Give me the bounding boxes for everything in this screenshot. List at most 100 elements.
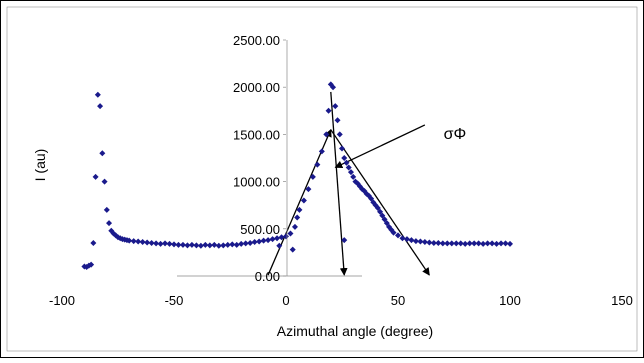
- data-point: [502, 240, 509, 247]
- data-point: [171, 241, 177, 248]
- data-point: [101, 178, 108, 185]
- data-point: [90, 239, 97, 246]
- data-point: [345, 164, 352, 171]
- data-point: [421, 239, 428, 246]
- data-point: [323, 131, 330, 138]
- data-point: [426, 239, 433, 246]
- data-point: [350, 173, 357, 180]
- x-axis-label: Azimuthal angle (degree): [277, 323, 433, 339]
- plot-points: [81, 81, 513, 271]
- data-point: [435, 239, 442, 246]
- data-point: [265, 237, 272, 244]
- data-point: [341, 155, 348, 161]
- data-point: [379, 212, 386, 219]
- data-point: [291, 223, 298, 230]
- axes: [177, 40, 362, 277]
- data-point: [157, 240, 164, 247]
- data-point: [193, 242, 200, 249]
- data-point: [224, 241, 231, 248]
- y-tick-label: 1000.00: [233, 175, 280, 190]
- data-point: [238, 240, 245, 247]
- data-point: [103, 206, 110, 213]
- x-tick-label: -50: [165, 293, 184, 308]
- x-tick-label: 100: [499, 293, 521, 308]
- data-point: [453, 240, 460, 247]
- data-point: [220, 242, 227, 249]
- chart-border-inner: [6, 6, 638, 352]
- data-point: [269, 236, 276, 243]
- data-point: [247, 239, 254, 246]
- data-point: [126, 237, 133, 244]
- data-point: [462, 240, 469, 247]
- data-point: [197, 242, 204, 249]
- annotation-arrow-line: [330, 129, 430, 276]
- y-tick-label: 2000.00: [233, 80, 280, 95]
- data-point: [211, 241, 218, 248]
- data-point: [256, 238, 263, 245]
- data-point: [287, 230, 294, 237]
- x-tick-label: 0: [282, 293, 289, 308]
- data-point: [289, 246, 296, 253]
- data-point: [381, 216, 388, 223]
- data-point: [242, 240, 249, 247]
- plot-lines: [267, 91, 430, 276]
- y-tick-label: 1500.00: [233, 127, 280, 142]
- x-tick-label: 50: [391, 293, 405, 308]
- data-point: [471, 240, 478, 247]
- data-point: [330, 84, 337, 91]
- data-point: [417, 238, 424, 245]
- x-tick-labels: -100 -50 0 50 100 150: [49, 293, 633, 308]
- data-point: [334, 117, 341, 124]
- data-point: [148, 239, 155, 246]
- data-point: [215, 242, 222, 249]
- data-point: [403, 236, 410, 243]
- annotation-arrow-line: [334, 124, 426, 169]
- data-point: [229, 241, 236, 248]
- annotation-arrow-line: [330, 91, 348, 276]
- data-point: [162, 240, 169, 247]
- data-point: [166, 240, 173, 247]
- data-point: [283, 233, 289, 240]
- data-point: [144, 239, 151, 246]
- y-axis-label: I (au): [32, 149, 48, 182]
- data-point: [448, 240, 455, 247]
- data-point: [466, 240, 473, 247]
- data-point: [368, 195, 375, 202]
- data-point: [484, 240, 491, 247]
- data-point: [188, 241, 195, 248]
- data-point: [88, 261, 95, 268]
- data-point: [135, 238, 142, 245]
- data-point: [233, 241, 240, 248]
- data-point: [430, 239, 437, 246]
- data-point: [493, 240, 500, 247]
- data-point: [251, 239, 258, 246]
- data-point: [343, 159, 350, 166]
- data-point: [390, 229, 397, 236]
- data-point: [260, 237, 267, 244]
- data-point: [305, 186, 312, 193]
- data-point: [439, 240, 446, 247]
- data-point: [444, 240, 451, 247]
- data-point: [374, 205, 381, 212]
- data-point: [507, 240, 513, 247]
- data-point: [457, 240, 464, 247]
- y-tick-label: 2500.00: [233, 33, 280, 48]
- data-point: [175, 241, 182, 248]
- data-point: [153, 240, 160, 247]
- annotation-arrow-line: [267, 128, 332, 276]
- sigma-phi-annotation: σΦ: [444, 126, 467, 143]
- data-point: [347, 169, 354, 176]
- data-point: [106, 220, 113, 227]
- data-point: [408, 237, 415, 244]
- data-point: [395, 232, 401, 239]
- data-point: [202, 241, 209, 248]
- data-point: [412, 238, 419, 245]
- data-point: [94, 91, 101, 98]
- data-point: [309, 173, 316, 180]
- data-point: [130, 238, 137, 245]
- data-point: [278, 234, 285, 241]
- y-tick-labels: 0.00 500.00 1000.00 1500.00 2000.00 2500.00: [233, 33, 286, 284]
